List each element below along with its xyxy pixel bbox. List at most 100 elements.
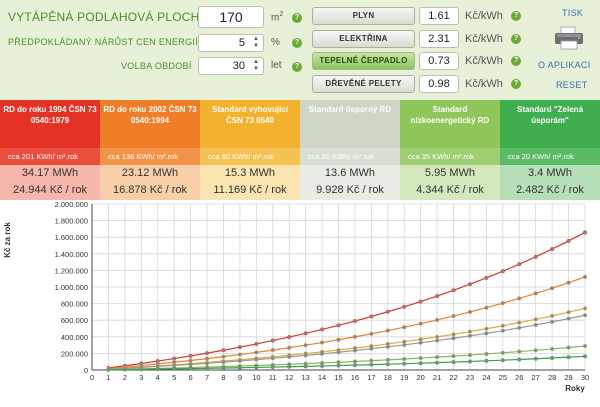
area-unit: m2	[271, 11, 284, 24]
series-point	[517, 296, 522, 301]
series-point	[336, 350, 341, 355]
series-point	[418, 337, 423, 342]
series-point	[352, 348, 357, 353]
series-point	[221, 360, 226, 365]
series-point	[533, 291, 538, 296]
x-tick-label: 28	[548, 373, 556, 382]
y-tick-label: 400.000	[61, 333, 88, 342]
standard-cost: 24.944 Kč / rok	[13, 184, 87, 196]
series-point	[172, 356, 177, 361]
series-point	[336, 337, 341, 342]
area-input[interactable]: 170	[198, 6, 264, 28]
fuel-help-icon[interactable]: ?	[511, 56, 521, 66]
growth-unit: %	[271, 37, 280, 48]
fuel-help-icon[interactable]: ?	[511, 79, 521, 89]
series-point	[484, 275, 489, 280]
period-spinner[interactable]: ▲ ▼	[253, 59, 259, 72]
series-point	[550, 319, 555, 324]
series-point	[221, 354, 226, 359]
period-input[interactable]: 30 ▲ ▼	[198, 57, 264, 75]
x-tick-label: 14	[318, 373, 326, 382]
standard-cost: 4.344 Kč / rok	[416, 184, 484, 196]
standard-title: RD do roku 1994 ČSN 73 0540:1979	[0, 100, 100, 148]
series-point	[566, 310, 571, 315]
growth-help-icon[interactable]: ?	[292, 38, 302, 48]
x-tick-label: 29	[564, 373, 572, 382]
fuel-price-input[interactable]: 0.73	[419, 52, 459, 70]
series-point	[254, 341, 259, 347]
series-point	[500, 358, 505, 363]
fuel-price-input[interactable]: 1.61	[419, 7, 459, 25]
fuel-button[interactable]: DŘEVĚNÉ PELETY	[312, 75, 415, 93]
series-point	[418, 299, 423, 304]
fuel-button[interactable]: PLYN	[312, 7, 415, 25]
period-unit: let	[271, 60, 282, 71]
series-point	[533, 254, 538, 259]
standard-column[interactable]: RD do roku 2002 ČSN 73 0540:1994 cca 136 …	[100, 100, 200, 200]
fuel-button[interactable]: ELEKTŘINA	[312, 30, 415, 48]
standard-title: Standard vyhovující ČSN 73 0540	[200, 100, 300, 148]
about-link[interactable]: O APLIKACI	[538, 60, 591, 70]
growth-spinner[interactable]: ▲ ▼	[253, 36, 259, 49]
x-tick-label: 21	[433, 373, 441, 382]
series-point	[188, 353, 193, 358]
period-help-icon[interactable]: ?	[292, 62, 302, 72]
fuel-price-unit: Kč/kWh	[465, 10, 503, 22]
series-point	[582, 306, 588, 311]
series-point	[500, 269, 505, 274]
standard-column[interactable]: Standard nízkoenergetický RD cca 35 KWh/ …	[400, 100, 500, 200]
x-tick-label: 8	[221, 373, 225, 382]
fuel-price-input[interactable]: 2.31	[419, 30, 459, 48]
series-point	[237, 345, 242, 350]
fuel-help-icon[interactable]: ?	[511, 11, 521, 21]
series-point	[320, 351, 325, 356]
standard-column[interactable]: Standard úsporný RD cca 60 KWh/ m².rok 13.…	[300, 100, 400, 200]
series-point	[435, 355, 440, 360]
series-point	[435, 338, 440, 343]
series-point	[254, 350, 259, 355]
series-point	[418, 356, 423, 361]
fuel-price-input[interactable]: 0.98	[419, 75, 459, 93]
series-point	[418, 361, 423, 366]
x-tick-label: 20	[416, 373, 424, 382]
series-point	[369, 362, 374, 367]
standard-consumption: cca 60 KWh/ m².rok	[300, 148, 400, 165]
series-point	[451, 360, 456, 365]
series-point	[270, 356, 275, 361]
series-point	[385, 328, 390, 333]
series-point	[517, 262, 522, 267]
series-point	[336, 360, 341, 365]
x-tick-label: 0	[90, 373, 94, 382]
series-point	[155, 367, 160, 372]
standard-column[interactable]: Standard "Zelená úsporám" cca 20 KWh/ m².…	[500, 100, 600, 200]
series-point	[566, 355, 571, 360]
standard-consumption: cca 90 KWh/ m².rok	[200, 148, 300, 165]
x-tick-label: 22	[449, 373, 457, 382]
series-point	[303, 331, 308, 336]
standard-consumption: cca 20 KWh/ m².rok	[500, 148, 600, 165]
series-point	[106, 367, 111, 372]
printer-icon[interactable]	[553, 26, 585, 50]
series-point	[254, 357, 259, 362]
standard-column[interactable]: Standard vyhovující ČSN 73 0540 cca 90 KW…	[200, 100, 300, 200]
fuel-button[interactable]: TEPELNÉ ČERPADLO	[312, 52, 415, 70]
y-tick-label: 1.000.000	[55, 283, 88, 292]
series-point	[369, 346, 374, 351]
reset-link[interactable]: RESET	[556, 80, 588, 90]
print-link[interactable]: TISK	[562, 8, 584, 18]
series-point	[435, 293, 440, 299]
standard-consumption: cca 201 KWh/ m².rok	[0, 148, 100, 165]
y-tick-label: 1.800.000	[55, 217, 88, 226]
area-help-icon[interactable]: ?	[292, 13, 302, 23]
series-point	[550, 346, 555, 351]
standard-column[interactable]: RD do roku 1994 ČSN 73 0540:1979 cca 201 …	[0, 100, 100, 200]
x-tick-label: 18	[384, 373, 392, 382]
series-point	[303, 353, 308, 358]
x-tick-label: 5	[172, 373, 176, 382]
fuel-help-icon[interactable]: ?	[511, 34, 521, 44]
series-point	[204, 356, 210, 361]
series-point	[435, 360, 440, 365]
growth-input[interactable]: 5 ▲ ▼	[198, 34, 264, 52]
series-line	[108, 307, 586, 370]
series-point	[582, 274, 588, 279]
